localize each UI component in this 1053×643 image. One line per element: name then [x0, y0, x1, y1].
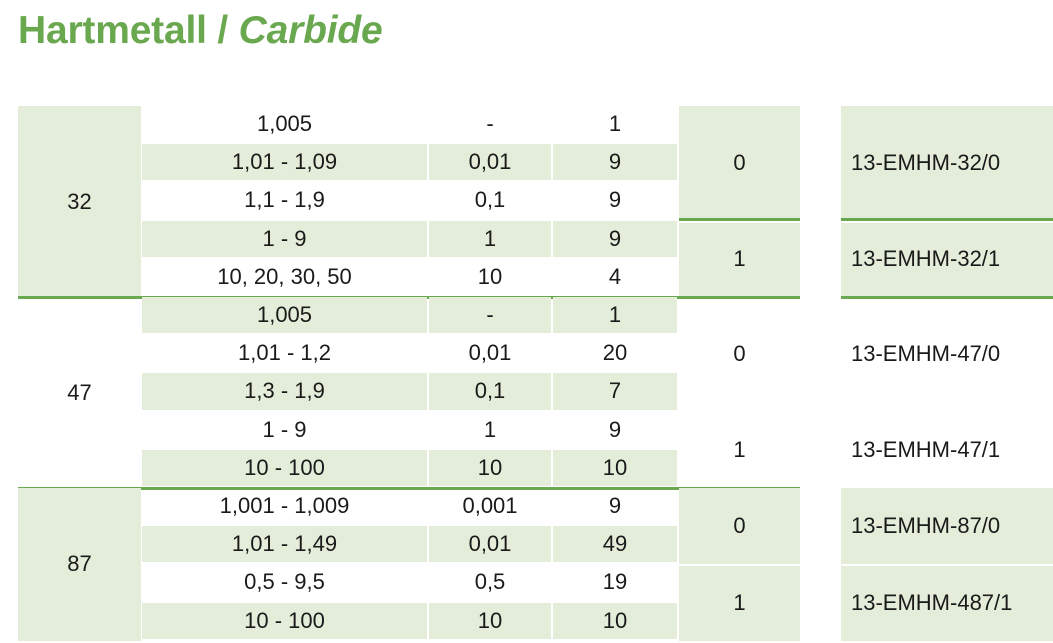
article-shade: [841, 566, 1053, 641]
range-cell: 10 - 100: [244, 607, 325, 633]
range-cell: 1,005: [256, 302, 313, 328]
page-title: Hartmetall / Carbide: [18, 9, 383, 53]
range-cell: 1,01 - 1,49: [231, 531, 338, 557]
set-code-shade: [679, 106, 800, 221]
set-code-cell: 1: [733, 589, 746, 615]
count-cell: 20: [602, 340, 628, 366]
article-number-cell: 13-EMHM-487/1: [851, 589, 1013, 615]
step-cell: 0,5: [474, 569, 506, 595]
count-cell: 9: [608, 187, 622, 213]
title-italic: Carbide: [238, 9, 383, 52]
row-shade: [429, 220, 551, 257]
count-cell: 9: [608, 225, 622, 251]
article-number-cell: 13-EMHM-47/0: [851, 341, 1001, 367]
count-cell: 4: [608, 263, 622, 289]
row-shade: [429, 144, 551, 181]
step-cell: 0,01: [468, 149, 512, 175]
count-cell: 1: [608, 302, 622, 328]
set-code-shade: [679, 566, 800, 641]
block-separator: [841, 295, 1053, 299]
step-cell: 0,01: [468, 531, 512, 557]
row-shade: [553, 220, 677, 257]
step-cell: 0,001: [462, 493, 518, 519]
article-number-cell: 13-EMHM-87/0: [851, 513, 1001, 539]
article-shade: [841, 222, 1053, 297]
set-code-cell: 0: [733, 513, 746, 539]
row-shade: [142, 449, 427, 486]
article-shade: [841, 106, 1053, 221]
count-cell: 19: [602, 569, 628, 595]
step-cell: -: [486, 111, 494, 137]
range-cell: 1,01 - 1,2: [238, 340, 331, 366]
size-cell-shade: [18, 106, 141, 297]
range-cell: 1 - 9: [262, 225, 307, 251]
block-size-cell: 87: [67, 551, 92, 577]
range-cell: 1,005: [256, 111, 313, 137]
row-shade: [553, 449, 677, 486]
range-cell: 1,01 - 1,09: [231, 149, 338, 175]
block-size-cell: 32: [67, 188, 92, 214]
step-cell: 10: [477, 454, 503, 480]
count-cell: 49: [602, 531, 628, 557]
row-shade: [142, 526, 427, 563]
step-cell: 10: [477, 263, 503, 289]
row-shade: [553, 602, 677, 639]
row-shade: [553, 297, 677, 334]
row-shade: [142, 144, 427, 181]
row-shade: [429, 297, 551, 334]
article-shade: [841, 488, 1053, 565]
row-shade: [553, 373, 677, 410]
row-shade: [553, 144, 677, 181]
range-cell: 1,001 - 1,009: [219, 493, 350, 519]
title-main: Hartmetall /: [18, 9, 229, 52]
count-cell: 10: [602, 607, 628, 633]
row-shade: [429, 449, 551, 486]
count-cell: 9: [608, 149, 622, 175]
range-cell: 10, 20, 30, 50: [217, 263, 352, 289]
range-cell: 0,5 - 9,5: [244, 569, 325, 595]
count-cell: 10: [602, 454, 628, 480]
count-cell: 9: [608, 493, 622, 519]
step-cell: 0,01: [468, 340, 512, 366]
row-shade: [429, 602, 551, 639]
block-separator: [18, 486, 800, 490]
set-code-shade: [679, 222, 800, 297]
row-shade: [553, 526, 677, 563]
set-code-cell: 0: [733, 341, 746, 367]
article-number-cell: 13-EMHM-32/1: [851, 245, 1001, 271]
row-shade: [429, 373, 551, 410]
row-shade: [142, 297, 427, 334]
range-cell: 1 - 9: [262, 416, 307, 442]
set-code-cell: 1: [733, 436, 746, 462]
step-cell: -: [486, 302, 494, 328]
article-number-cell: 13-EMHM-32/0: [851, 150, 1001, 176]
range-cell: 1,3 - 1,9: [244, 378, 325, 404]
set-separator: [679, 218, 800, 222]
row-shade: [142, 373, 427, 410]
row-shade: [142, 602, 427, 639]
row-shade: [142, 220, 427, 257]
step-cell: 1: [483, 225, 497, 251]
set-code-cell: 1: [733, 245, 746, 271]
count-cell: 9: [608, 416, 622, 442]
set-code-shade: [679, 488, 800, 565]
article-number-cell: 13-EMHM-47/1: [851, 436, 1001, 462]
step-cell: 0,1: [474, 378, 506, 404]
step-cell: 1: [483, 416, 497, 442]
set-code-cell: 0: [733, 150, 746, 176]
count-cell: 1: [608, 111, 622, 137]
row-shade: [429, 526, 551, 563]
block-size-cell: 47: [67, 379, 92, 405]
range-cell: 10 - 100: [244, 454, 325, 480]
set-separator: [841, 218, 1053, 222]
step-cell: 10: [477, 607, 503, 633]
range-cell: 1,1 - 1,9: [244, 187, 325, 213]
count-cell: 7: [608, 378, 622, 404]
step-cell: 0,1: [474, 187, 506, 213]
size-cell-shade: [18, 488, 141, 641]
